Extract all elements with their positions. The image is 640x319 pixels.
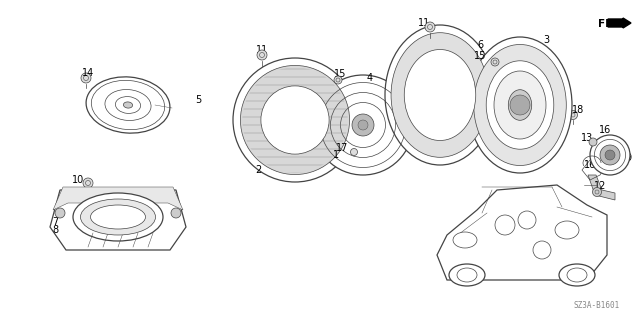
Circle shape — [352, 114, 374, 136]
Circle shape — [334, 76, 342, 84]
Text: 13: 13 — [581, 133, 593, 143]
Ellipse shape — [124, 102, 132, 108]
Circle shape — [593, 188, 602, 197]
Circle shape — [351, 149, 358, 155]
Ellipse shape — [518, 211, 536, 229]
Text: 15: 15 — [474, 51, 486, 61]
Circle shape — [590, 135, 630, 175]
Circle shape — [510, 95, 530, 115]
Polygon shape — [588, 175, 615, 200]
Text: 15: 15 — [334, 69, 346, 79]
Circle shape — [83, 178, 93, 188]
Text: 9: 9 — [625, 153, 631, 163]
Text: 11: 11 — [418, 18, 430, 28]
Text: 4: 4 — [367, 73, 373, 83]
Polygon shape — [50, 190, 186, 250]
Ellipse shape — [468, 37, 572, 173]
Circle shape — [425, 22, 435, 32]
Circle shape — [605, 150, 615, 160]
Ellipse shape — [81, 199, 156, 235]
Ellipse shape — [391, 33, 489, 157]
Ellipse shape — [494, 71, 546, 139]
Ellipse shape — [486, 61, 554, 149]
Text: 7: 7 — [52, 217, 58, 227]
Ellipse shape — [404, 49, 476, 140]
Circle shape — [257, 50, 267, 60]
Circle shape — [589, 138, 597, 146]
Text: 18: 18 — [572, 105, 584, 115]
Text: 16: 16 — [599, 125, 611, 135]
Ellipse shape — [385, 25, 495, 165]
Text: 3: 3 — [543, 35, 549, 45]
Text: 17: 17 — [336, 143, 348, 153]
Circle shape — [233, 58, 357, 182]
Text: 1: 1 — [333, 150, 339, 160]
Circle shape — [358, 120, 368, 130]
Polygon shape — [53, 187, 183, 210]
Circle shape — [568, 110, 577, 120]
Circle shape — [600, 145, 620, 165]
Ellipse shape — [90, 205, 145, 229]
Ellipse shape — [449, 264, 485, 286]
Ellipse shape — [474, 44, 566, 166]
Text: 10: 10 — [72, 175, 84, 185]
Circle shape — [313, 75, 413, 175]
Text: 14: 14 — [82, 68, 94, 78]
Text: 2: 2 — [255, 165, 261, 175]
Text: FR.: FR. — [598, 19, 618, 29]
Ellipse shape — [508, 90, 532, 120]
Circle shape — [261, 86, 329, 154]
FancyArrow shape — [608, 18, 631, 28]
Text: 6: 6 — [477, 40, 483, 50]
Ellipse shape — [559, 264, 595, 286]
Circle shape — [241, 65, 349, 174]
Text: 16: 16 — [584, 160, 596, 170]
Ellipse shape — [533, 241, 551, 259]
Text: 11: 11 — [256, 45, 268, 55]
Text: 8: 8 — [52, 225, 58, 235]
Circle shape — [491, 58, 499, 66]
Circle shape — [55, 208, 65, 218]
Polygon shape — [437, 185, 607, 280]
Ellipse shape — [555, 221, 579, 239]
Ellipse shape — [453, 232, 477, 248]
Text: SZ3A-B1601: SZ3A-B1601 — [573, 300, 620, 309]
Circle shape — [81, 73, 91, 83]
Ellipse shape — [495, 215, 515, 235]
Text: 5: 5 — [195, 95, 201, 105]
Text: 12: 12 — [594, 181, 606, 191]
Ellipse shape — [73, 193, 163, 241]
Circle shape — [171, 208, 181, 218]
